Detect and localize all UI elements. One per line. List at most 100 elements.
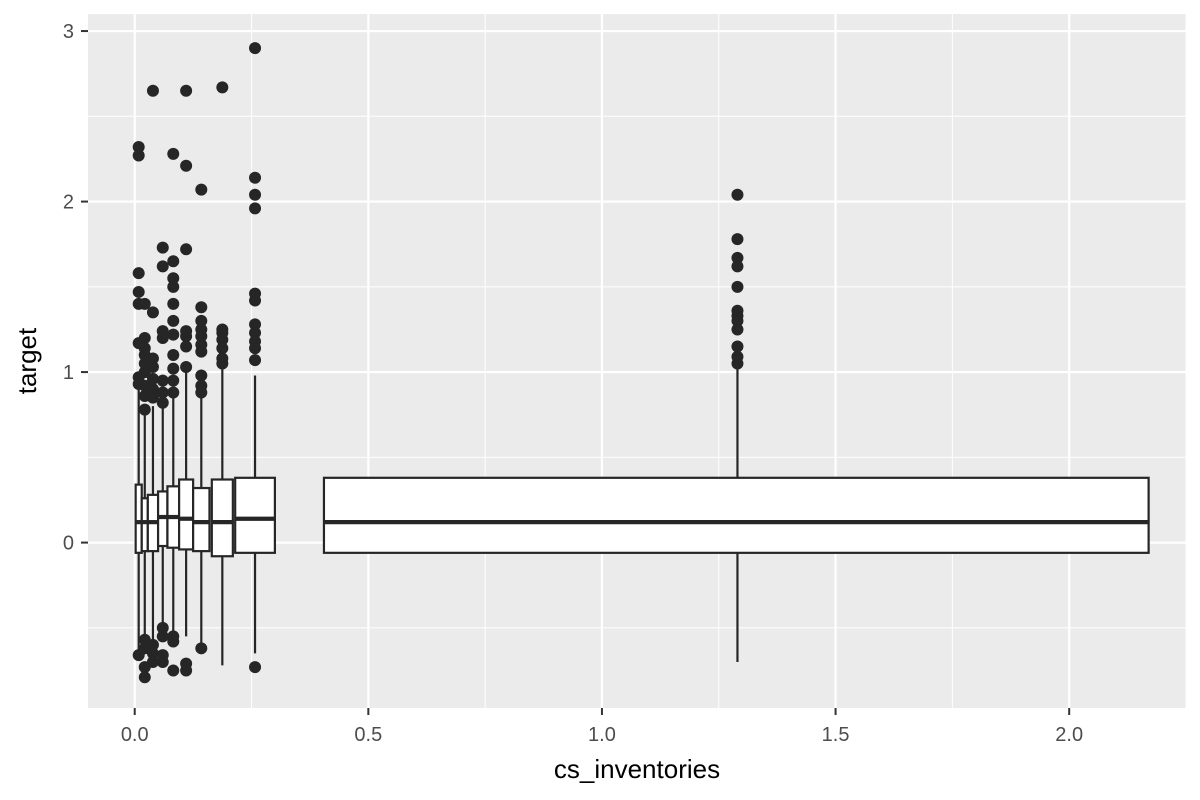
outlier-point (167, 147, 180, 160)
outlier-point (216, 342, 229, 355)
outlier-point (180, 360, 193, 373)
outlier-point (156, 241, 169, 254)
outlier-point (146, 306, 159, 319)
box-group (156, 241, 169, 668)
outlier-point (167, 664, 180, 677)
box-group (166, 147, 181, 677)
outlier-point (146, 655, 159, 668)
box-iqr (322, 476, 1150, 554)
outlier-point (167, 386, 180, 399)
box-iqr (234, 476, 276, 554)
outlier-point (156, 630, 169, 643)
outlier-point (167, 272, 180, 285)
outlier-point (180, 664, 193, 677)
outlier-point (156, 396, 169, 409)
outlier-point (146, 360, 159, 373)
outlier-point (195, 323, 208, 336)
y-axis-title: target (12, 327, 42, 394)
outlier-point (132, 285, 145, 298)
outlier-point (249, 326, 262, 339)
outlier-point (132, 267, 145, 280)
outlier-point (216, 81, 229, 94)
box-group (146, 84, 160, 668)
outlier-point (146, 638, 159, 651)
outlier-point (731, 188, 744, 201)
box-iqr (178, 478, 195, 551)
y-tick-label: 2 (63, 192, 74, 214)
box-group (322, 188, 1150, 662)
outlier-point (249, 661, 262, 674)
outlier-point (167, 280, 180, 293)
outlier-point (249, 318, 262, 331)
outlier-point (156, 374, 169, 387)
axes: 0.0 0.5 1.0 1.5 2.0 0 1 2 3 (63, 21, 1083, 746)
box-iqr (192, 486, 211, 553)
outlier-point (180, 243, 193, 256)
outlier-point (167, 328, 180, 341)
outlier-point (195, 183, 208, 196)
outlier-point (156, 260, 169, 273)
minor-gridlines (88, 14, 1187, 708)
outlier-point (146, 391, 159, 404)
outlier-point (195, 301, 208, 314)
outlier-point (146, 352, 159, 365)
outlier-point (731, 323, 744, 336)
outlier-point (195, 642, 208, 655)
outlier-point (146, 372, 159, 385)
x-tick-label: 2.0 (1055, 724, 1083, 746)
outlier-point (167, 635, 180, 648)
outlier-point (731, 260, 744, 273)
outlier-point (731, 340, 744, 353)
outlier-point (249, 354, 262, 367)
x-tick-label: 1.5 (822, 724, 850, 746)
x-tick-label: 0.0 (121, 724, 149, 746)
outlier-point (249, 171, 262, 184)
box-group (210, 81, 234, 666)
outlier-point (167, 255, 180, 268)
outlier-point (146, 647, 159, 660)
x-tick-label: 1.0 (588, 724, 616, 746)
outlier-point (146, 383, 159, 396)
outlier-point (195, 369, 208, 382)
outlier-point (167, 349, 180, 362)
box-iqr (210, 478, 234, 558)
outlier-point (167, 362, 180, 375)
y-tick-label: 1 (63, 362, 74, 384)
outlier-point (249, 202, 262, 215)
box-group (138, 297, 151, 684)
plot-panel (88, 14, 1186, 708)
box-series (132, 42, 1150, 684)
box-group (234, 42, 276, 674)
outlier-point (216, 352, 229, 365)
y-tick-label: 0 (63, 533, 74, 555)
outlier-point (138, 331, 151, 344)
box-group (192, 183, 211, 655)
x-tick-label: 0.5 (354, 724, 382, 746)
outlier-point (132, 141, 145, 154)
x-axis-title: cs_inventories (554, 754, 720, 784)
outlier-point (249, 42, 262, 55)
outlier-point (132, 149, 145, 162)
outlier-point (167, 374, 180, 387)
outlier-point (180, 325, 193, 338)
outlier-point (195, 314, 208, 327)
outlier-point (195, 338, 208, 351)
outlier-point (156, 621, 169, 634)
outlier-point (249, 188, 262, 201)
outlier-point (180, 159, 193, 172)
outlier-point (216, 323, 229, 336)
outlier-point (731, 251, 744, 264)
outlier-point (731, 233, 744, 246)
outlier-point (180, 84, 193, 97)
outlier-point (138, 403, 151, 416)
outlier-point (138, 342, 151, 355)
outlier-point (146, 84, 159, 97)
outlier-point (138, 297, 151, 310)
outlier-point (249, 335, 262, 348)
outlier-point (731, 304, 744, 317)
outlier-point (731, 350, 744, 363)
outlier-point (167, 297, 180, 310)
outlier-point (156, 655, 169, 668)
